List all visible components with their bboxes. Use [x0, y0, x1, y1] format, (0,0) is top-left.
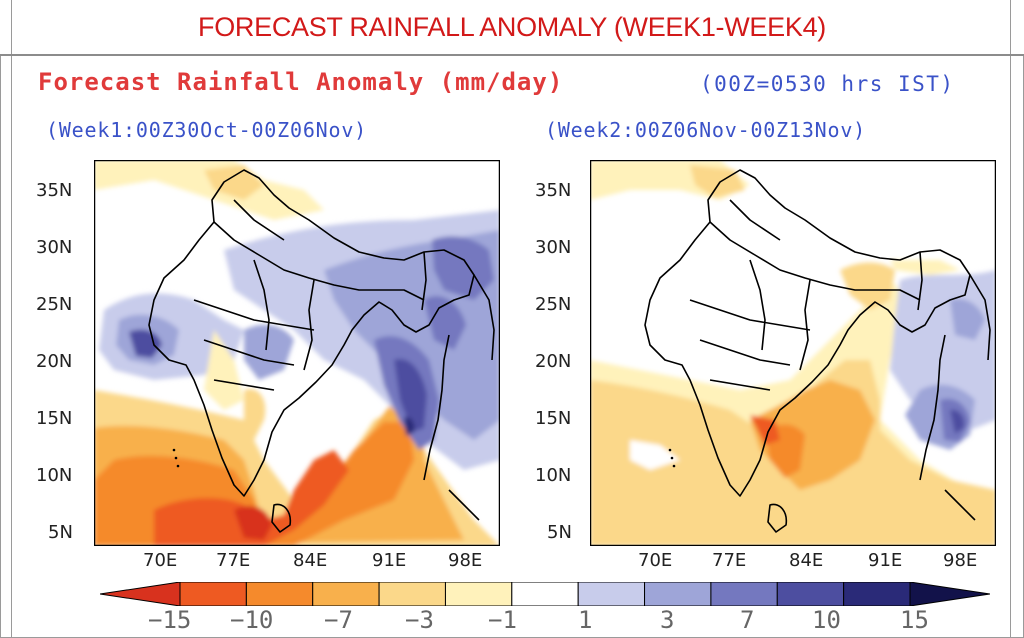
colorbar-label-minus3: −3	[405, 606, 434, 634]
p2-lon-label-84e: 84E	[789, 550, 824, 571]
colorbar-segment	[312, 582, 380, 606]
colorbar-segment	[577, 582, 646, 606]
colorbar-segment	[378, 582, 446, 606]
panel-week1-title: (Week1:00Z30Oct-00Z06Nov)	[46, 118, 368, 142]
colorbar-arrow-left	[100, 582, 181, 606]
p2-lon-label-91e: 91E	[868, 550, 903, 571]
p1-lat-label-15n: 15N	[36, 408, 73, 429]
p1-lat-label-35n: 35N	[36, 180, 73, 201]
p2-lat-label-25n: 25N	[535, 294, 572, 315]
week1-anomaly-map	[94, 160, 500, 546]
colorbar-label-minus10: −10	[230, 606, 274, 634]
colorbar-segment	[245, 582, 314, 606]
colorbar-segment	[776, 582, 845, 606]
content-divider-left	[11, 56, 12, 638]
p2-lat-label-15n: 15N	[535, 408, 572, 429]
p2-lon-label-70e: 70E	[638, 550, 673, 571]
colorbar-segment	[843, 582, 911, 606]
colorbar-arrow-right	[909, 582, 990, 606]
header-divider-right	[1010, 0, 1011, 54]
week2-anomaly-map	[590, 160, 996, 546]
colorbar	[100, 582, 990, 606]
colorbar-label-minus1: −1	[488, 606, 517, 634]
p2-lat-label-20n: 20N	[535, 351, 572, 372]
p1-lon-label-91e: 91E	[372, 550, 407, 571]
panel-week2-title: (Week2:00Z06Nov-00Z13Nov)	[545, 118, 867, 142]
p1-lat-label-10n: 10N	[36, 465, 73, 486]
p2-lon-label-77e: 77E	[712, 550, 747, 571]
p2-lon-label-98e: 98E	[943, 550, 978, 571]
p1-lat-label-25n: 25N	[36, 294, 73, 315]
p1-lon-label-70e: 70E	[143, 550, 178, 571]
p1-lat-label-5n: 5N	[48, 522, 73, 543]
p1-lon-label-84e: 84E	[293, 550, 328, 571]
p2-lat-label-10n: 10N	[535, 465, 572, 486]
time-note: (00Z=0530 hrs IST)	[700, 72, 955, 96]
p1-lat-label-30n: 30N	[36, 237, 73, 258]
colorbar-segment	[179, 582, 247, 606]
colorbar-label-minus7: −7	[324, 606, 353, 634]
colorbar-label-10: 10	[812, 606, 841, 634]
colorbar-segment	[511, 582, 579, 606]
p1-lon-label-98e: 98E	[448, 550, 483, 571]
p2-lat-label-5n: 5N	[547, 522, 572, 543]
colorbar-label-minus15: −15	[148, 606, 192, 634]
p1-lon-label-77e: 77E	[216, 550, 251, 571]
colorbar-label-3: 3	[660, 606, 675, 634]
p2-lat-label-30n: 30N	[535, 237, 572, 258]
colorbar-segment	[644, 582, 712, 606]
colorbar-label-7: 7	[740, 606, 755, 634]
p2-lat-label-35n: 35N	[535, 180, 572, 201]
colorbar-segment	[710, 582, 778, 606]
p1-lat-label-20n: 20N	[36, 351, 73, 372]
map-subtitle: Forecast Rainfall Anomaly (mm/day)	[38, 68, 564, 96]
page-title: FORECAST RAINFALL ANOMALY (WEEK1-WEEK4)	[198, 12, 826, 42]
header-divider-left	[11, 0, 12, 54]
header-row: FORECAST RAINFALL ANOMALY (WEEK1-WEEK4)	[0, 0, 1024, 56]
colorbar-label-15: 15	[900, 606, 929, 634]
content-divider-right	[1010, 56, 1011, 638]
colorbar-segment	[444, 582, 513, 606]
colorbar-label-1: 1	[578, 606, 593, 634]
